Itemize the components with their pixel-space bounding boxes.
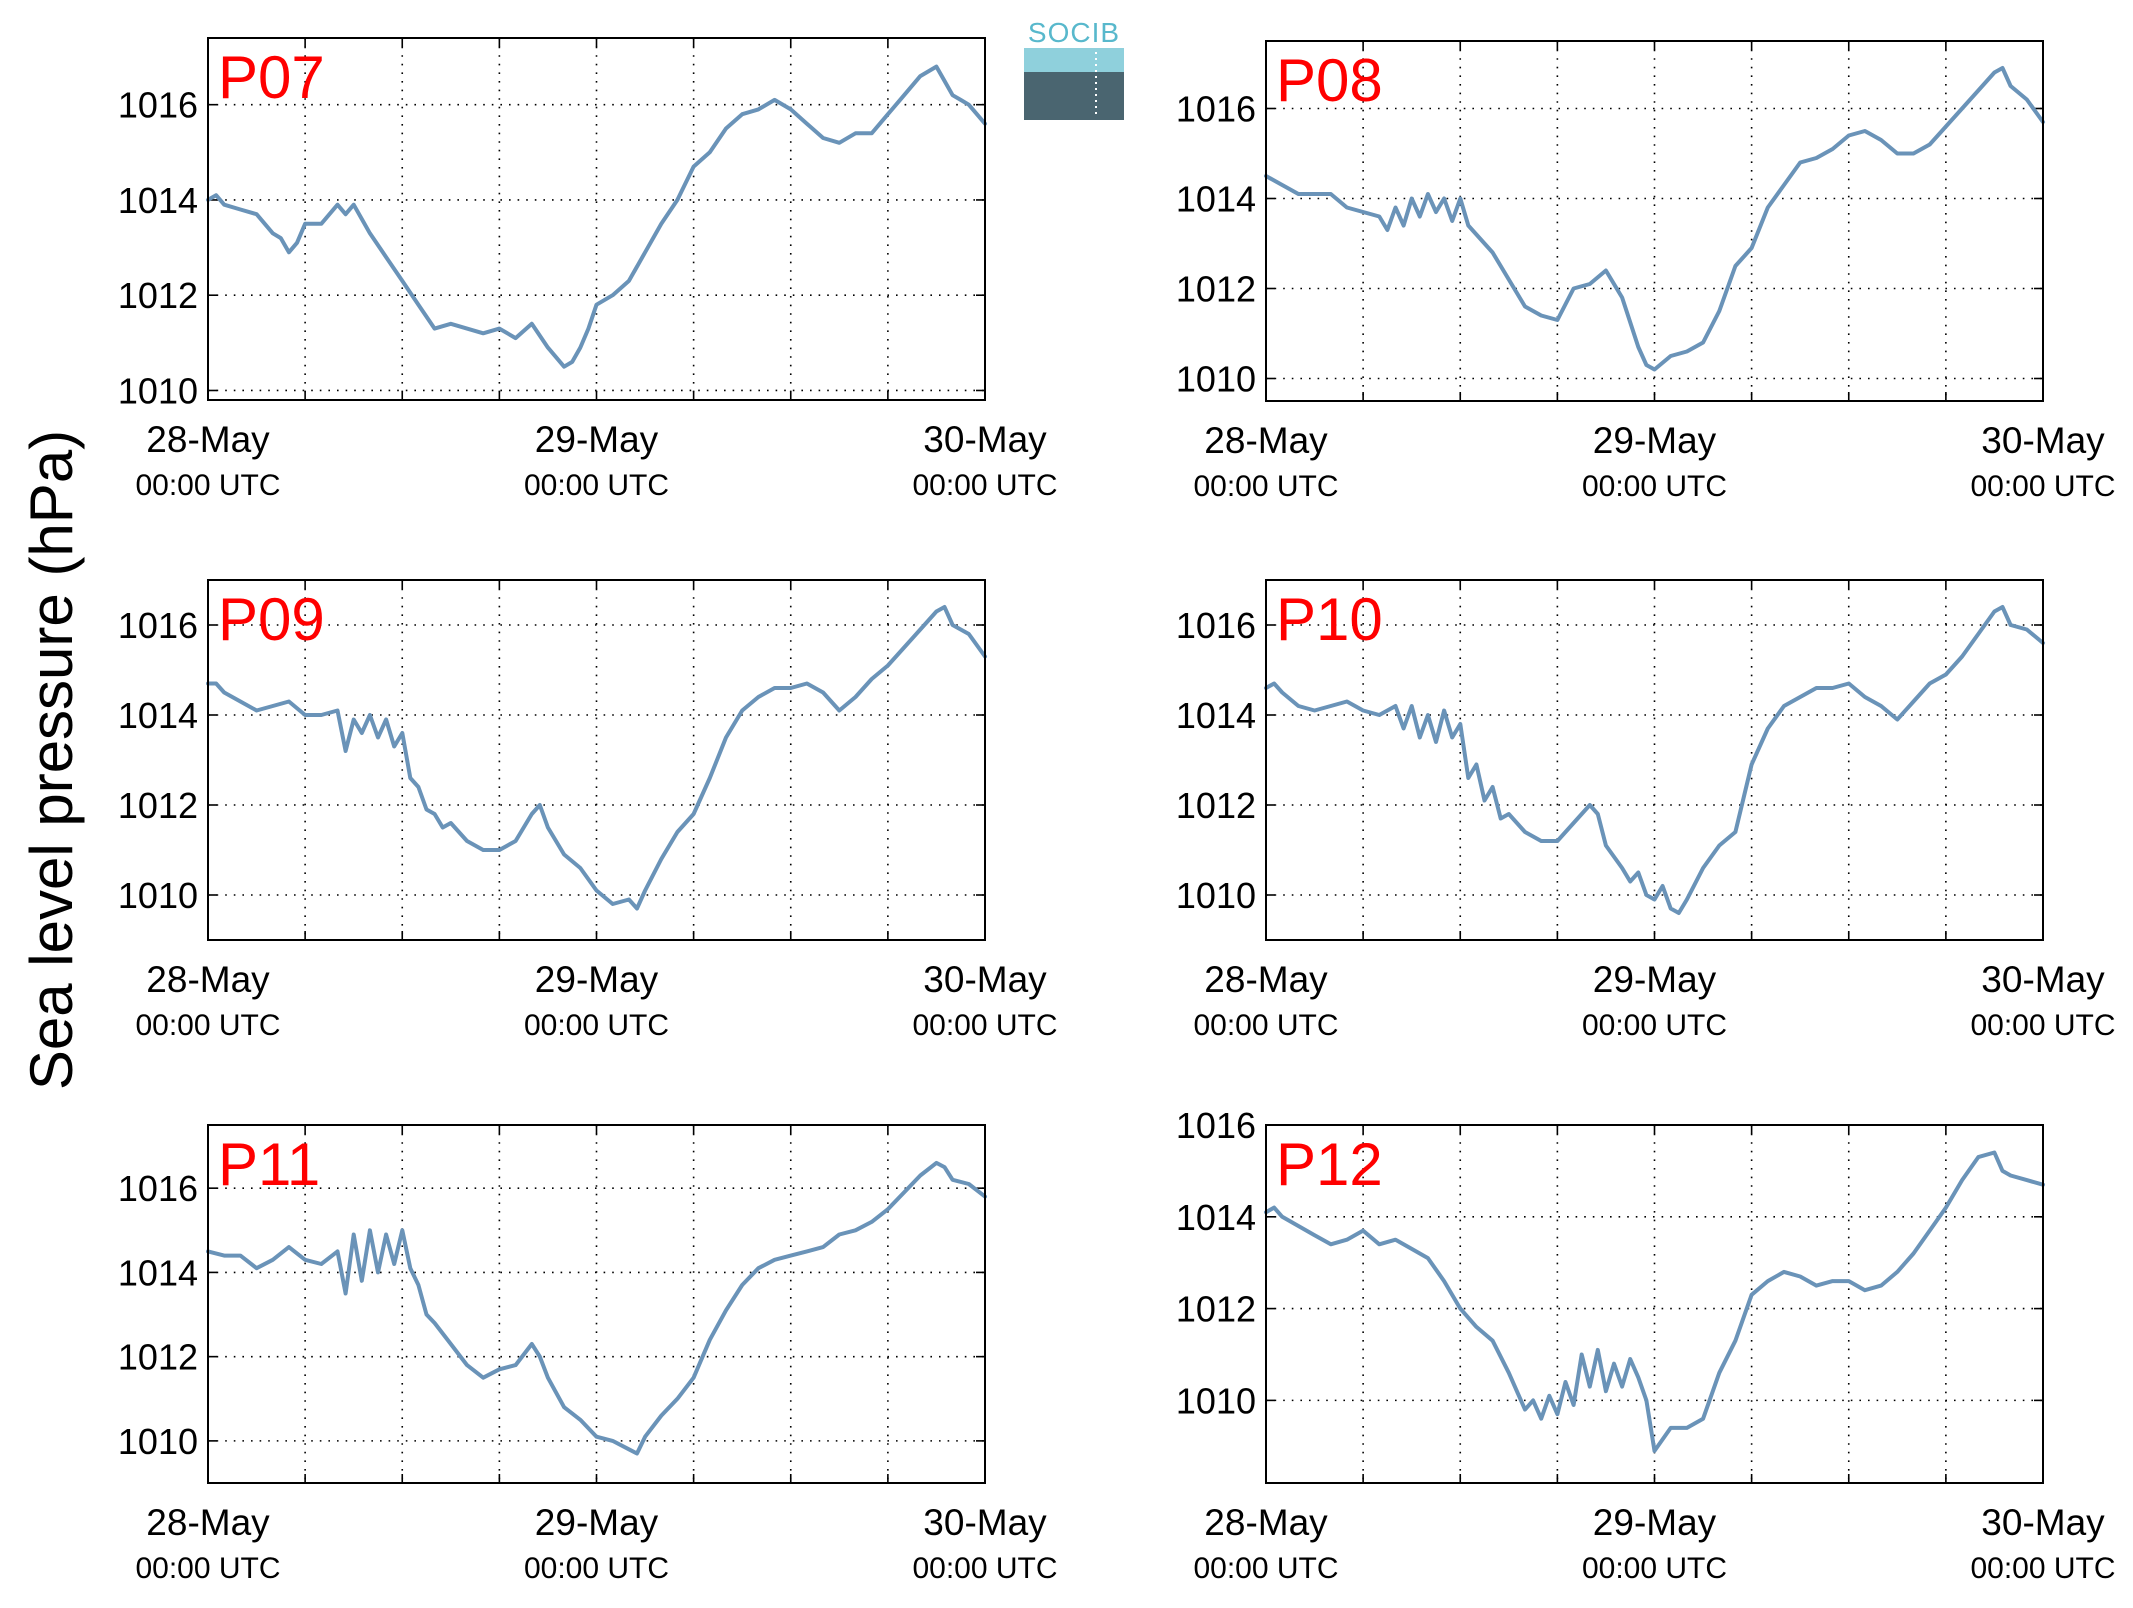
y-tick-label: 1010 [1176, 1380, 1256, 1421]
axes-frame [1265, 1124, 2044, 1484]
pressure-series-line [1264, 605, 2045, 915]
socib-logo: SOCIB [1024, 17, 1124, 120]
y-tick-label: 1012 [1176, 269, 1256, 310]
x-tick-time-label: 00:00 UTC [912, 469, 1057, 502]
logo-sky-band [1024, 48, 1124, 72]
y-tick-label: 1016 [118, 605, 198, 646]
x-tick-time-label: 00:00 UTC [135, 1552, 280, 1585]
x-tick-date-label: 29-May [1593, 1502, 1717, 1543]
station-label: P11 [218, 1131, 320, 1198]
x-tick-time-label: 00:00 UTC [912, 1552, 1057, 1585]
x-tick-date-label: 28-May [146, 419, 270, 460]
x-tick-time-label: 00:00 UTC [1970, 470, 2115, 503]
x-tick-time-label: 00:00 UTC [1193, 1552, 1338, 1585]
y-tick-label: 1016 [118, 1168, 198, 1209]
y-tick-label: 1014 [118, 1252, 198, 1293]
x-tick-date-label: 29-May [1593, 420, 1717, 461]
x-tick-time-label: 00:00 UTC [1193, 1009, 1338, 1042]
station-label: P12 [1276, 1131, 1383, 1198]
x-tick-time-label: 00:00 UTC [1970, 1009, 2115, 1042]
panel-p08: 1010 1012 1014 1016 28-May 00:00 UTC 29-May 00:… [1176, 40, 2116, 503]
plot-area [208, 580, 985, 940]
y-tick-label: 1010 [118, 1421, 198, 1462]
y-tick-label: 1012 [1176, 1289, 1256, 1330]
x-tick-date-label: 29-May [535, 419, 659, 460]
station-label: P08 [1276, 47, 1383, 114]
x-tick-date-label: 28-May [1204, 959, 1328, 1000]
x-tick-time-label: 00:00 UTC [1970, 1552, 2115, 1585]
plot-area [1266, 580, 2043, 940]
y-tick-label: 1012 [118, 275, 198, 316]
x-tick-date-label: 28-May [146, 1502, 270, 1543]
y-tick-label: 1012 [1176, 785, 1256, 826]
axes-frame [1265, 579, 2044, 941]
x-tick-date-label: 30-May [923, 419, 1047, 460]
axes-frame [207, 37, 986, 401]
y-tick-label: 1016 [118, 85, 198, 126]
y-tick-label: 1010 [1176, 359, 1256, 400]
axes-frame [207, 579, 986, 941]
socib-logo-text: SOCIB [1028, 17, 1120, 48]
y-tick-label: 1016 [1176, 1105, 1256, 1146]
y-tick-label: 1014 [118, 180, 198, 221]
pressure-series-line [1264, 66, 2045, 372]
x-tick-time-label: 00:00 UTC [1582, 1552, 1727, 1585]
x-tick-date-label: 30-May [923, 959, 1047, 1000]
station-label: P10 [1276, 586, 1383, 653]
pressure-series-line [206, 1160, 987, 1456]
y-tick-label: 1012 [118, 1337, 198, 1378]
y-tick-label: 1016 [1176, 89, 1256, 130]
panel-p11: 1010 1012 1014 1016 28-May 00:00 UTC 29-May 00:… [118, 1124, 1058, 1585]
y-tick-label: 1010 [1176, 875, 1256, 916]
station-label: P07 [218, 44, 325, 111]
y-tick-label: 1014 [1176, 179, 1256, 220]
x-tick-time-label: 00:00 UTC [524, 1552, 669, 1585]
x-tick-date-label: 28-May [146, 959, 270, 1000]
x-tick-time-label: 00:00 UTC [1582, 1009, 1727, 1042]
station-label: P09 [218, 586, 325, 653]
pressure-series-line [206, 64, 987, 369]
x-tick-date-label: 30-May [1981, 959, 2105, 1000]
x-tick-time-label: 00:00 UTC [524, 469, 669, 502]
logo-sea-band [1024, 72, 1124, 120]
x-tick-date-label: 30-May [1981, 420, 2105, 461]
y-tick-label: 1014 [118, 695, 198, 736]
y-axis-label: Sea level pressure (hPa) [18, 430, 85, 1090]
x-tick-date-label: 29-May [1593, 959, 1717, 1000]
y-tick-label: 1012 [118, 785, 198, 826]
x-tick-time-label: 00:00 UTC [912, 1009, 1057, 1042]
axes-frame [1265, 40, 2044, 402]
x-tick-time-label: 00:00 UTC [524, 1009, 669, 1042]
x-tick-date-label: 30-May [1981, 1502, 2105, 1543]
pressure-series-line [206, 605, 987, 911]
plot-area [1266, 41, 2043, 401]
x-tick-date-label: 30-May [923, 1502, 1047, 1543]
y-tick-label: 1014 [1176, 695, 1256, 736]
y-tick-label: 1014 [1176, 1197, 1256, 1238]
panel-p09: 1010 1012 1014 1016 28-May 00:00 UTC 29-May 00:… [118, 579, 1058, 1042]
panel-p07: 1010 1012 1014 1016 28-May 00:00 UTC 29-May 00:… [118, 37, 1058, 502]
x-tick-date-label: 28-May [1204, 420, 1328, 461]
axes-frame [207, 1124, 986, 1484]
x-tick-time-label: 00:00 UTC [135, 1009, 280, 1042]
x-tick-time-label: 00:00 UTC [1582, 470, 1727, 503]
x-tick-date-label: 28-May [1204, 1502, 1328, 1543]
y-tick-label: 1010 [118, 370, 198, 411]
x-tick-date-label: 29-May [535, 959, 659, 1000]
y-tick-label: 1016 [1176, 605, 1256, 646]
x-tick-time-label: 00:00 UTC [135, 469, 280, 502]
y-tick-label: 1010 [118, 875, 198, 916]
plot-area [208, 1125, 985, 1483]
x-tick-date-label: 29-May [535, 1502, 659, 1543]
x-tick-time-label: 00:00 UTC [1193, 470, 1338, 503]
pressure-series-line [1264, 1150, 2045, 1453]
panel-p10: 1010 1012 1014 1016 28-May 00:00 UTC 29-May 00:… [1176, 579, 2116, 1042]
plot-area [1266, 1125, 2043, 1483]
panel-p12: 1010 1012 1014 1016 28-May 00:00 UTC 29-May 00:… [1176, 1105, 2116, 1585]
